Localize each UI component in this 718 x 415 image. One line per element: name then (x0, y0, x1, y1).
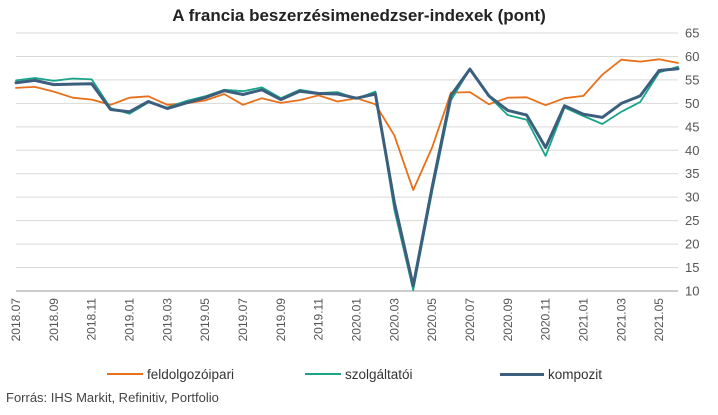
x-tick-label: 2019.03 (160, 298, 174, 342)
y-tick-label: 30 (685, 190, 699, 205)
grid-lines (16, 32, 678, 292)
series-line-feldolgozoipari (15, 58, 679, 192)
x-tick-label: 2021.03 (614, 298, 628, 342)
y-tick-label: 65 (685, 26, 699, 41)
x-tick-label: 2018.11 (85, 298, 99, 341)
x-tick-label: 2020.03 (387, 298, 401, 342)
chart-title: A francia beszerzésimenedzser-indexek (p… (172, 6, 546, 25)
y-tick-label: 10 (685, 284, 699, 299)
x-tick-label: 2020.05 (425, 298, 439, 342)
x-tick-label: 2019.01 (122, 298, 136, 342)
y-tick-label: 60 (685, 49, 699, 64)
x-tick-label: 2019.09 (274, 298, 288, 342)
legend-label: szolgáltatói (345, 366, 413, 382)
legend-label: kompozit (548, 366, 603, 382)
source-note: Forrás: IHS Markit, Refinitiv, Portfolio (6, 390, 219, 405)
series-lines (14, 58, 680, 292)
series-line-kompozit (14, 67, 680, 288)
y-tick-label: 40 (685, 143, 699, 158)
legend-swatch-szolgaltatoi (305, 373, 341, 375)
x-tick-label: 2018.09 (47, 298, 61, 342)
y-tick-label: 45 (685, 119, 699, 134)
legend-item-feldolgozoipari: feldolgozóipari (107, 364, 234, 384)
x-tick-label: 2020.07 (463, 298, 477, 342)
y-tick-label: 35 (685, 166, 699, 181)
x-tick-label: 2020.01 (349, 298, 363, 342)
legend-swatch-feldolgozoipari (107, 373, 143, 375)
x-tick-label: 2019.05 (198, 298, 212, 342)
x-tick-label: 2020.09 (501, 298, 515, 342)
legend-item-kompozit: kompozit (500, 364, 602, 384)
x-tick-label: 2019.07 (236, 298, 250, 342)
y-tick-label: 20 (685, 237, 699, 252)
y-tick-label: 25 (685, 213, 699, 228)
x-tick-label: 2021.01 (576, 298, 590, 342)
y-tick-label: 50 (685, 96, 699, 111)
x-tick-label: 2019.11 (312, 298, 326, 341)
y-axis-ticks: 10 15 20 25 30 35 40 45 50 55 60 65 (685, 26, 699, 299)
y-tick-label: 15 (685, 260, 699, 275)
x-tick-label: 2020.11 (539, 298, 553, 341)
y-tick-label: 55 (685, 72, 699, 87)
legend-label: feldolgozóipari (147, 366, 235, 382)
x-tick-label: 2018.07 (9, 298, 23, 342)
x-axis-ticks: 2018.07 2018.09 2018.11 2019.01 2019.03 2019.… (9, 298, 666, 342)
legend-item-szolgaltatoi: szolgáltatói (305, 364, 413, 384)
legend: feldolgozóipari szolgáltatói kompozit (0, 364, 718, 384)
legend-swatch-kompozit (500, 372, 544, 376)
x-tick-label: 2021.05 (652, 298, 666, 342)
